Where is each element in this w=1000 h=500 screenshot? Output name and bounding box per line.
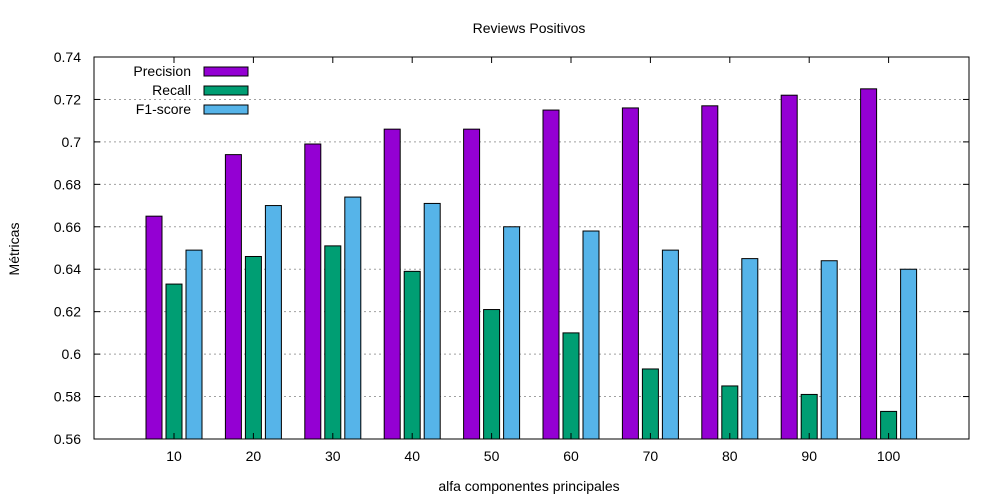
bar-recall-50 [483,309,501,440]
bar-f1-score-90 [820,260,838,440]
bar-f1-score-70 [661,249,679,440]
bar-precision-100 [860,88,878,440]
bar-f1-score-100 [900,268,918,440]
chart-title: Reviews Positivos [473,20,586,36]
x-tick-label: 50 [484,448,500,464]
bar-precision-60 [542,109,560,440]
x-tick-label: 60 [563,448,579,464]
x-tick-label: 100 [877,448,901,464]
x-tick-label: 70 [643,448,659,464]
x-tick-label: 10 [166,448,182,464]
x-tick-label: 40 [404,448,420,464]
legend-label: Precision [133,63,191,79]
x-tick-label: 80 [722,448,738,464]
bars-layer [145,88,918,440]
y-tick-label: 0.64 [54,261,81,277]
bar-recall-80 [721,385,739,440]
plot-frame [93,56,970,440]
bar-precision-80 [701,105,719,440]
bar-precision-70 [621,107,639,440]
bar-precision-40 [383,128,401,440]
bar-precision-30 [304,143,322,440]
bar-f1-score-50 [503,226,521,440]
bar-f1-score-40 [423,202,441,440]
bar-recall-90 [800,393,818,440]
x-tick-label: 20 [246,448,262,464]
y-tick-label: 0.6 [62,346,82,362]
bar-recall-20 [244,255,262,440]
y-tick-label: 0.72 [54,91,81,107]
y-tick-label: 0.62 [54,304,81,320]
y-tick-label: 0.58 [54,389,81,405]
legend-swatch [203,104,249,115]
legend-swatch [203,66,249,77]
x-tick-label: 30 [325,448,341,464]
legend: Precision Recall F1-score [133,63,249,117]
bar-recall-40 [403,270,421,440]
x-tick-label: 90 [801,448,817,464]
bar-f1-score-20 [264,205,282,440]
bar-recall-60 [562,332,580,440]
bar-recall-70 [641,368,659,440]
y-tick-label: 0.68 [54,176,81,192]
bar-f1-score-60 [582,230,600,440]
bar-f1-score-80 [741,258,759,440]
legend-label: Recall [152,82,191,98]
legend-swatch [203,85,249,96]
bar-precision-90 [780,94,798,440]
legend-label: F1-score [136,101,191,117]
bar-precision-50 [463,128,481,440]
bar-f1-score-10 [185,249,203,440]
ticks-layer: 0.56 0.58 0.6 0.62 0.64 0.66 0.68 0.7 0.72 0.74 10… [54,49,969,464]
x-axis-label: alfa componentes principales [438,478,619,494]
bar-precision-20 [224,154,242,440]
y-tick-label: 0.7 [62,134,82,150]
bar-precision-10 [145,215,163,440]
bar-recall-10 [165,283,183,440]
y-axis-label: Métricas [6,223,22,276]
bar-f1-score-30 [344,196,362,440]
y-tick-label: 0.66 [54,219,81,235]
y-tick-label: 0.74 [54,49,81,65]
y-tick-label: 0.56 [54,431,81,447]
bar-recall-30 [324,245,342,440]
